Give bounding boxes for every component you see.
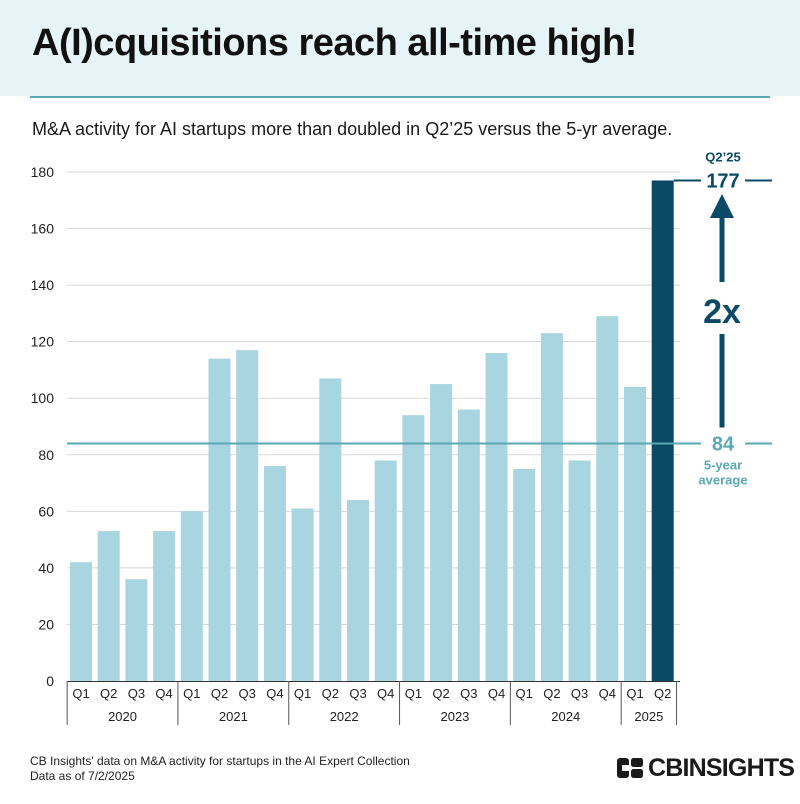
bar-q1-2022 [291,508,314,681]
x-tick-label: Q3 [239,686,256,701]
x-tick-label: Q3 [349,686,366,701]
bar-q2-2022 [319,378,342,681]
peak-value-label: 177 [706,170,739,192]
x-tick-label: Q1 [294,686,311,701]
cb-insights-logo: CBINSIGHTS [617,754,795,782]
x-tick-label: Q3 [460,686,477,701]
year-label: 2023 [440,709,469,724]
x-tick-label: Q3 [571,686,588,701]
y-tick-label: 0 [46,673,54,689]
arrow-up-icon [710,194,734,218]
x-tick-label: Q4 [377,686,394,701]
chart-subtitle: M&A activity for AI startups more than d… [32,119,673,139]
x-tick-label: Q4 [488,686,505,701]
average-caption-line2: average [698,472,747,487]
bar-q2-2021 [208,358,231,681]
x-tick-label: Q2 [100,686,117,701]
bar-q4-2024 [596,316,619,681]
bar-q3-2020 [125,579,148,681]
data-date-note: Data as of 7/2/2025 [30,769,135,783]
x-tick-label: Q4 [155,686,172,701]
bar-q3-2022 [347,500,369,681]
x-tick-label: Q2 [432,686,449,701]
x-tick-label: Q1 [516,686,533,701]
average-value-label: 84 [712,433,735,455]
bar-q1-2020 [70,562,92,681]
page-title: A(I)cquisitions reach all-time high! [32,22,637,64]
y-axis-tick-labels: 0 20 40 60 80 100 120 140 160 180 [31,164,55,689]
y-tick-label: 180 [31,164,55,180]
bar-q1-2023 [402,415,425,681]
header-divider [30,96,770,98]
bar-q4-2023 [485,352,508,681]
x-tick-label: Q1 [72,686,89,701]
bar-highlight-q2-2025 [651,180,674,681]
y-tick-label: 80 [38,447,54,463]
y-tick-label: 20 [38,616,54,632]
bar-q1-2025 [624,386,646,681]
x-tick-label: Q3 [128,686,145,701]
x-tick-label: Q1 [183,686,200,701]
x-tick-label: Q2 [322,686,339,701]
bar-q3-2024 [568,460,591,681]
x-tick-label: Q4 [266,686,283,701]
header-band [0,0,800,96]
y-tick-label: 160 [31,221,55,237]
y-tick-label: 60 [38,503,54,519]
x-tick-label: Q2 [211,686,228,701]
x-tick-label: Q2 [543,686,560,701]
bar-q3-2023 [457,409,480,681]
y-tick-label: 100 [31,390,55,406]
bar-q1-2021 [180,511,203,681]
x-tick-label: Q2 [654,686,671,701]
multiplier-label: 2x [703,293,741,331]
cb-logo-mark-icon [617,758,643,778]
peak-annotation-group: Q2’25 177 2x [673,149,772,428]
source-note: CB Insights' data on M&A activity for st… [30,754,410,768]
year-label: 2021 [219,709,248,724]
y-tick-label: 140 [31,277,55,293]
logo-wordmark: CBINSIGHTS [648,754,795,782]
peak-period-label: Q2’25 [705,149,740,164]
bars [70,180,674,681]
bar-q2-2020 [97,531,120,681]
bar-q4-2021 [263,466,286,681]
y-tick-label: 40 [38,560,54,576]
bar-q4-2020 [153,531,176,681]
year-label: 2024 [551,709,580,724]
year-label: 2020 [108,709,137,724]
bar-q3-2021 [236,350,259,681]
y-tick-label: 120 [31,334,55,350]
x-axis: Q1 Q2 Q3 Q4 Q1 Q2 Q3 Q4 Q1 Q2 Q3 Q4 Q1 Q2 Q3 Q4 Q1 Q2 Q3 Q4… [66,681,680,725]
x-tick-label: Q4 [599,686,616,701]
average-caption-line1: 5-year [704,457,742,472]
bar-q4-2022 [374,460,397,681]
x-tick-label: Q1 [626,686,643,701]
bar-q2-2024 [540,333,563,681]
year-label: 2025 [634,709,663,724]
year-label: 2022 [330,709,359,724]
x-tick-label: Q1 [405,686,422,701]
bar-q2-2023 [430,384,453,681]
bar-q1-2024 [513,468,536,681]
